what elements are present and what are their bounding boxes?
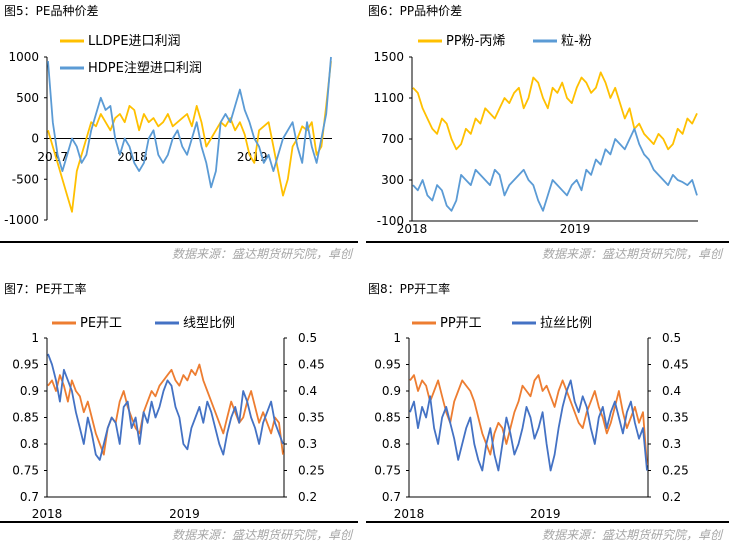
source-note: 数据来源：盛达期货研究院，卓创 [542, 247, 724, 261]
chart-fig8: 图8：PP开工率 10.950.90.850.80.750.7 0.50.450… [368, 281, 689, 521]
y-tick-label: 0.7 [382, 490, 401, 504]
y-tick-label: 0.85 [12, 411, 39, 425]
x-tick-label: 2019 [237, 150, 268, 164]
y-right-tick-label: 0.3 [298, 437, 317, 451]
y-right-tick-label: 0.2 [298, 490, 317, 504]
y-axis-right-labels: 0.5 0.45 0.4 0.35 0.3 0.25 0.2 [648, 331, 689, 504]
y-axis-labels: 1 0.95 0.9 0.85 0.8 0.75 0.7 [374, 331, 409, 504]
x-tick-label: 2019 [530, 507, 561, 521]
x-tick-label: 2018 [397, 222, 428, 236]
chart-title: 图6：PP品种价差 [368, 4, 462, 18]
y-axis-right-labels: 0.5 0.45 0.4 0.35 0.3 0.25 0.2 [284, 331, 325, 504]
chart-title: 图8：PP开工率 [368, 281, 450, 296]
legend-label: 线型比例 [183, 316, 235, 331]
y-tick-label: 1100 [373, 91, 404, 105]
y-tick-label: 0.85 [374, 411, 401, 425]
source-note: 数据来源：盛达期货研究院，卓创 [172, 528, 354, 542]
y-tick-label: 1000 [8, 50, 39, 64]
y-tick-label: 1 [393, 331, 401, 345]
y-tick-label: 0.9 [20, 384, 39, 398]
y-tick-label: 0.7 [20, 490, 39, 504]
x-axis-labels: 2018 2019 [394, 507, 561, 521]
legend-label: PP粉-丙烯 [446, 34, 505, 49]
legend-label: PP开工 [440, 316, 482, 331]
series-group [46, 56, 332, 220]
y-tick-label: 300 [381, 173, 404, 187]
legend: PP开工 拉丝比例 [412, 316, 592, 331]
legend-label: HDPE注塑进口利润 [88, 61, 202, 76]
series-line-1 [47, 353, 284, 461]
chart-fig5: 图5：PE品种价差 1000 500 0 -500 -1000 2017 2018 2019… [4, 4, 332, 227]
y-tick-label: -100 [377, 214, 404, 228]
series-line-0 [409, 374, 648, 466]
y-tick-label: -1000 [4, 213, 39, 227]
series-line-1 [409, 379, 648, 472]
y-tick-label: 1 [31, 331, 39, 345]
source-note: 数据来源：盛达期货研究院，卓创 [542, 528, 724, 542]
y-right-tick-label: 0.4 [662, 384, 681, 398]
legend: PP粉-丙烯 粒-粉 [418, 34, 592, 49]
series-line-1 [47, 56, 332, 189]
y-right-tick-label: 0.5 [662, 331, 681, 345]
y-tick-label: 0 [31, 132, 39, 146]
y-axis-labels: 1500 1100 700 300 -100 [373, 50, 412, 228]
y-tick-label: 700 [381, 132, 404, 146]
y-right-tick-label: 0.4 [298, 384, 317, 398]
series-group [408, 338, 649, 498]
y-tick-label: 0.9 [382, 384, 401, 398]
y-tick-label: 0.75 [374, 464, 401, 478]
series-line-0 [47, 363, 284, 456]
y-right-tick-label: 0.35 [662, 411, 689, 425]
y-right-tick-label: 0.25 [298, 464, 325, 478]
legend: PE开工 线型比例 [52, 316, 235, 331]
legend-label: 拉丝比例 [540, 316, 592, 331]
y-axis-labels: 1000 500 0 -500 -1000 [4, 50, 47, 227]
legend-label: PE开工 [80, 316, 122, 331]
series-line-0 [412, 71, 698, 151]
x-axis-labels: 2018 2019 [32, 507, 200, 521]
legend: LLDPE进口利润 HDPE注塑进口利润 [60, 34, 202, 76]
x-axis-labels: 2017 2018 2019 [37, 150, 267, 164]
chart-title: 图7：PE开工率 [4, 281, 86, 296]
y-tick-label: 0.95 [12, 358, 39, 372]
y-tick-label: 0.8 [20, 437, 39, 451]
y-tick-label: 0.75 [12, 464, 39, 478]
y-tick-label: 1500 [373, 50, 404, 64]
x-tick-label: 2017 [37, 150, 68, 164]
source-note: 数据来源：盛达期货研究院，卓创 [172, 247, 354, 261]
series-group [411, 57, 698, 222]
chart-title: 图5：PE品种价差 [4, 4, 98, 18]
x-tick-label: 2018 [32, 507, 63, 521]
legend-label: 粒-粉 [561, 34, 592, 49]
y-tick-label: 500 [16, 91, 39, 105]
y-right-tick-label: 0.2 [662, 490, 681, 504]
x-tick-label: 2018 [394, 507, 425, 521]
legend-label: LLDPE进口利润 [88, 34, 181, 49]
y-tick-label: 0.95 [374, 358, 401, 372]
x-tick-label: 2019 [169, 507, 200, 521]
y-right-tick-label: 0.45 [298, 358, 325, 372]
y-right-tick-label: 0.35 [298, 411, 325, 425]
y-right-tick-label: 0.3 [662, 437, 681, 451]
chart-fig6: 图6：PP品种价差 1500 1100 700 300 -100 2018 2019 PP… [368, 4, 698, 236]
series-line-1 [412, 127, 698, 212]
series-line-0 [47, 61, 332, 213]
y-right-tick-label: 0.5 [298, 331, 317, 345]
y-tick-label: -500 [12, 172, 39, 186]
y-axis-labels: 1 0.95 0.9 0.85 0.8 0.75 0.7 [12, 331, 47, 504]
y-right-tick-label: 0.45 [662, 358, 689, 372]
series-group [46, 338, 285, 498]
y-tick-label: 0.8 [382, 437, 401, 451]
y-right-tick-label: 0.25 [662, 464, 689, 478]
x-axis-labels: 2018 2019 [397, 222, 591, 236]
chart-fig7: 图7：PE开工率 10.950.90.850.80.750.7 0.50.450… [4, 281, 325, 521]
x-tick-label: 2019 [560, 222, 591, 236]
